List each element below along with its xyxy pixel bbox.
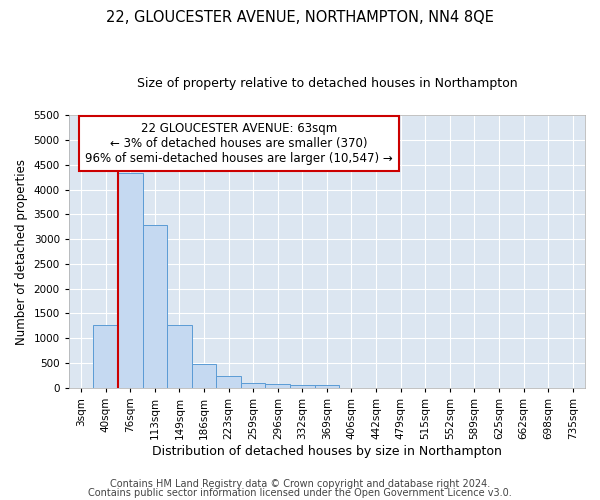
Bar [143,225,167,388]
X-axis label: Distribution of detached houses by size in Northampton: Distribution of detached houses by size … [152,444,502,458]
Bar [314,386,339,388]
Bar [265,384,290,388]
Bar [167,325,192,388]
Bar [118,173,143,388]
Y-axis label: Number of detached properties: Number of detached properties [15,158,28,344]
Text: Contains HM Land Registry data © Crown copyright and database right 2024.: Contains HM Land Registry data © Crown c… [110,479,490,489]
Bar [192,364,217,388]
Bar [241,384,265,388]
Bar [217,376,241,388]
Text: Contains public sector information licensed under the Open Government Licence v3: Contains public sector information licen… [88,488,512,498]
Bar [94,325,118,388]
Text: 22 GLOUCESTER AVENUE: 63sqm
← 3% of detached houses are smaller (370)
96% of sem: 22 GLOUCESTER AVENUE: 63sqm ← 3% of deta… [85,122,393,165]
Text: 22, GLOUCESTER AVENUE, NORTHAMPTON, NN4 8QE: 22, GLOUCESTER AVENUE, NORTHAMPTON, NN4 … [106,10,494,25]
Bar [290,385,314,388]
Title: Size of property relative to detached houses in Northampton: Size of property relative to detached ho… [137,78,517,90]
